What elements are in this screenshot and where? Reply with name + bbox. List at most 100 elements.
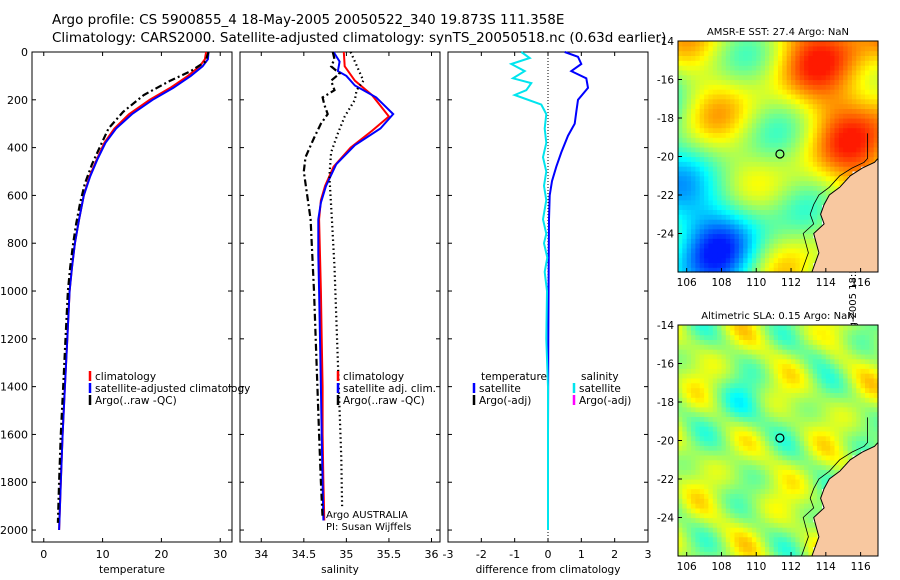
heat-cell bbox=[721, 262, 727, 268]
heat-cell bbox=[799, 450, 805, 456]
heat-cell bbox=[686, 498, 692, 504]
heat-cell bbox=[778, 377, 783, 384]
heat-cell bbox=[865, 329, 870, 336]
series-line bbox=[58, 51, 210, 531]
heat-cell bbox=[678, 137, 683, 143]
heat-cell bbox=[743, 93, 749, 100]
heat-cell bbox=[834, 185, 840, 191]
heat-cell bbox=[704, 113, 709, 119]
heat-cell bbox=[678, 142, 683, 148]
heat-cell bbox=[691, 536, 696, 543]
heat-cell bbox=[825, 430, 831, 437]
heat-cell bbox=[773, 137, 779, 143]
heat-cell bbox=[799, 142, 805, 148]
heat-cell bbox=[786, 146, 792, 153]
heat-cell bbox=[821, 334, 827, 340]
heat-cell bbox=[825, 363, 831, 369]
heat-cell bbox=[730, 151, 736, 158]
heat-cell bbox=[686, 382, 692, 389]
heat-cell bbox=[756, 546, 762, 552]
heat-cell bbox=[708, 79, 714, 85]
heat-cell bbox=[825, 41, 831, 47]
heat-cell bbox=[730, 430, 736, 437]
heat-cell bbox=[856, 377, 862, 384]
heat-cell bbox=[773, 209, 779, 215]
heat-cell bbox=[804, 474, 809, 480]
heat-cell bbox=[691, 252, 696, 259]
heat-cell bbox=[765, 195, 770, 201]
heat-cell bbox=[795, 142, 801, 148]
heat-cell bbox=[804, 454, 809, 461]
heat-cell bbox=[765, 430, 770, 437]
heat-cell bbox=[821, 84, 827, 90]
heat-cell bbox=[691, 175, 696, 182]
heat-cell bbox=[695, 156, 701, 162]
heat-cell bbox=[782, 247, 788, 254]
heat-cell bbox=[812, 392, 818, 398]
heat-cell bbox=[725, 103, 731, 109]
heat-cell bbox=[799, 382, 805, 389]
heat-cell bbox=[721, 445, 727, 451]
heat-cell bbox=[821, 483, 827, 490]
heat-cell bbox=[712, 459, 718, 466]
heat-cell bbox=[717, 170, 722, 177]
heat-cell bbox=[851, 127, 857, 133]
heat-cell bbox=[799, 204, 805, 210]
heat-cell bbox=[751, 84, 757, 90]
heat-cell bbox=[734, 387, 740, 393]
heat-cell bbox=[812, 127, 818, 133]
heat-cell bbox=[725, 93, 731, 100]
heat-cell bbox=[804, 373, 809, 379]
heat-cell bbox=[699, 445, 705, 451]
heat-cell bbox=[791, 41, 796, 47]
heat-cell bbox=[721, 180, 727, 186]
heat-cell bbox=[786, 228, 792, 235]
heat-cell bbox=[734, 257, 740, 263]
heat-cell bbox=[708, 55, 714, 61]
heat-cell bbox=[765, 546, 770, 552]
heat-cell bbox=[821, 93, 827, 100]
heat-cell bbox=[778, 55, 783, 61]
heat-cell bbox=[760, 392, 766, 398]
heat-cell bbox=[730, 175, 736, 182]
heat-cell bbox=[691, 454, 696, 461]
heat-cell bbox=[782, 103, 788, 109]
heat-cell bbox=[699, 98, 705, 105]
heat-cell bbox=[834, 353, 840, 360]
heat-cell bbox=[695, 541, 701, 547]
heat-cell bbox=[678, 146, 683, 153]
heat-cell bbox=[734, 204, 740, 210]
heat-cell bbox=[756, 89, 762, 95]
heat-cell bbox=[795, 531, 801, 538]
heat-cell bbox=[791, 373, 796, 379]
map-x-tick-label: 112 bbox=[781, 561, 801, 573]
heat-cell bbox=[838, 353, 844, 360]
heat-cell bbox=[699, 137, 705, 143]
heat-cell bbox=[704, 541, 709, 547]
heat-cell bbox=[756, 459, 762, 466]
heat-cell bbox=[717, 69, 722, 76]
heat-cell bbox=[843, 435, 849, 442]
argo-annotation: Argo AUSTRALIA bbox=[326, 510, 408, 521]
heat-cell bbox=[738, 247, 744, 254]
heat-cell bbox=[738, 142, 744, 148]
heat-cell bbox=[730, 349, 736, 355]
heat-cell bbox=[791, 170, 796, 177]
heat-cell bbox=[695, 522, 701, 528]
heat-cell bbox=[682, 50, 688, 56]
heat-cell bbox=[704, 546, 709, 552]
heat-cell bbox=[691, 233, 696, 239]
heat-cell bbox=[678, 397, 683, 403]
heat-cell bbox=[830, 406, 836, 413]
heat-cell bbox=[838, 344, 844, 350]
heat-cell bbox=[760, 228, 766, 235]
heat-cell bbox=[747, 353, 753, 360]
heat-cell bbox=[695, 175, 701, 182]
heat-cell bbox=[817, 170, 822, 177]
heat-cell bbox=[682, 69, 688, 76]
heat-cell bbox=[712, 243, 718, 249]
heat-cell bbox=[717, 175, 722, 182]
heat-cell bbox=[738, 541, 744, 547]
heat-cell bbox=[799, 488, 805, 494]
heat-cell bbox=[804, 214, 809, 220]
